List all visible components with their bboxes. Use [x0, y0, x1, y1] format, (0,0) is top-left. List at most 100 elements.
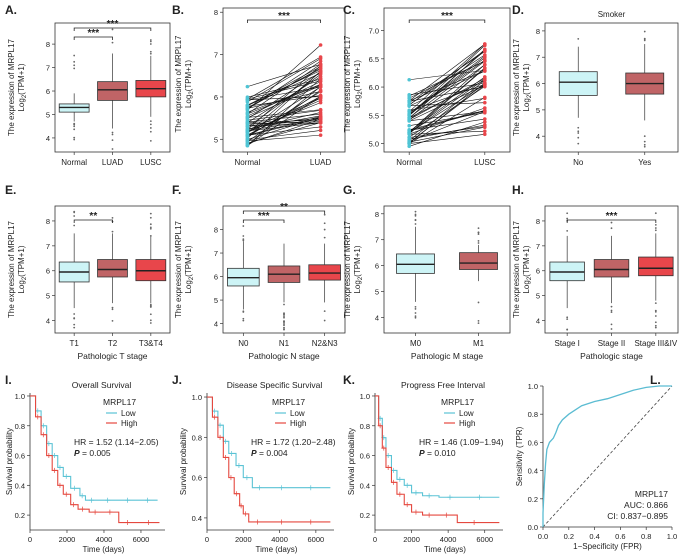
outlier-point: [111, 139, 114, 142]
y-tick-label: 1.0: [15, 392, 25, 401]
outlier-point: [566, 318, 569, 321]
low-curve-censor-mark: [257, 485, 263, 491]
x-tick-label: 0.4: [589, 532, 599, 541]
x-tick-label: 0: [28, 535, 32, 544]
outlier-point: [111, 131, 114, 134]
pair-line: [409, 86, 485, 102]
pair-line: [409, 43, 485, 101]
pair-line: [247, 126, 321, 136]
pair-line: [409, 130, 485, 135]
pair-line: [409, 79, 485, 119]
x-tick-label: LUSC: [474, 158, 496, 167]
y-tick-label: 5: [375, 288, 379, 297]
high-curve-censor-mark: [308, 519, 314, 525]
y-tick-label: 6: [536, 267, 540, 276]
pair-line: [409, 126, 485, 143]
x-tick-label: 0: [373, 535, 377, 544]
outlier-point: [414, 315, 417, 318]
outlier-point: [323, 213, 326, 216]
tumor-point: [318, 56, 323, 61]
pair-line: [247, 71, 321, 119]
pair-line: [409, 102, 485, 106]
pair-line: [409, 84, 485, 143]
normal-point: [245, 98, 250, 102]
outlier-point: [242, 238, 245, 241]
panel-letter: B.: [172, 3, 184, 17]
chart-title: Overall Survival: [72, 380, 132, 390]
outlier-point: [654, 223, 657, 226]
y-axis-label: Survival probability: [179, 428, 188, 495]
outlier-point: [73, 136, 76, 139]
pair-line: [247, 122, 321, 144]
low-curve-censor-mark: [51, 453, 57, 459]
y-axis-label: The expression of MRPL17: [343, 35, 352, 132]
outlier-point: [566, 217, 569, 220]
tumor-point: [483, 124, 487, 129]
low-curve: [375, 395, 500, 498]
outlier-point: [149, 39, 152, 41]
x-tick-label: 0: [205, 535, 209, 544]
high-curve-censor-mark: [385, 464, 391, 470]
tumor-point: [483, 96, 487, 101]
outlier-point: [643, 39, 646, 42]
y-tick-label: 0.2: [15, 511, 25, 520]
chart-title: Disease Specific Survival: [227, 380, 323, 390]
y-axis-unit-label: Log2(TPM+1): [522, 245, 533, 293]
outlier-point: [73, 60, 76, 63]
x-tick-label: 6000: [308, 535, 325, 544]
outlier-point: [111, 216, 114, 219]
y-tick-label: 0.4: [360, 481, 370, 490]
significance-bracket: [73, 219, 113, 223]
y-tick-label: 8: [214, 8, 218, 17]
significance-bracket: [242, 219, 285, 223]
tumor-point: [483, 49, 487, 54]
tumor-point: [318, 72, 323, 77]
normal-point: [245, 127, 250, 132]
outlier-point: [323, 310, 326, 312]
panel-k: K. Survival probability Progress Free Inte…: [343, 373, 504, 554]
tumor-point: [483, 43, 487, 48]
outlier-point: [654, 326, 657, 329]
outlier-point: [414, 214, 417, 217]
pair-line: [247, 86, 321, 146]
significance-label: ***: [107, 19, 119, 30]
outlier-point: [643, 140, 646, 143]
pair-line: [408, 45, 486, 116]
chart-title: Progress Free Interval: [401, 380, 485, 390]
outlier-point: [477, 301, 480, 304]
outlier-point: [283, 313, 285, 316]
pair-line: [247, 64, 321, 87]
pair-line: [247, 122, 321, 127]
low-curve-censor-mark: [63, 473, 69, 479]
y-tick-label: 0.4: [15, 481, 25, 490]
normal-point: [407, 123, 412, 128]
outlier-point: [111, 308, 114, 311]
pair-line: [247, 70, 321, 139]
high-curve-censor-mark: [125, 520, 131, 526]
panel-l: L. Sensitivity (TPR) 0.00.0 0.2 0.2 0.4 0.4 0.6…: [515, 373, 677, 551]
plot-frame: [383, 205, 511, 334]
y-tick-label: 4: [214, 320, 218, 329]
y-tick-label: 5.0: [369, 140, 379, 149]
low-curve-censor-mark: [40, 423, 46, 429]
outlier-point: [323, 228, 326, 231]
pair-line: [247, 72, 321, 106]
significance-bracket: [408, 19, 486, 23]
y-tick-label: 6: [375, 262, 379, 271]
outlier-point: [654, 309, 657, 312]
roc-auc: AUC: 0.866: [624, 500, 668, 510]
outlier-point: [242, 317, 245, 320]
outlier-point: [643, 135, 646, 138]
outlier-point: [654, 227, 657, 229]
outlier-point: [149, 52, 152, 55]
plot-frame: [222, 7, 346, 153]
outlier-point: [149, 123, 152, 126]
tumor-point: [318, 125, 323, 129]
x-tick-label: 0.0: [538, 532, 548, 541]
outlier-point: [283, 323, 285, 325]
outlier-point: [477, 240, 480, 242]
outlier-point: [73, 215, 76, 217]
outlier-point: [566, 212, 569, 215]
y-tick-label: 4: [375, 313, 379, 322]
x-tick-label: 4000: [96, 535, 113, 544]
